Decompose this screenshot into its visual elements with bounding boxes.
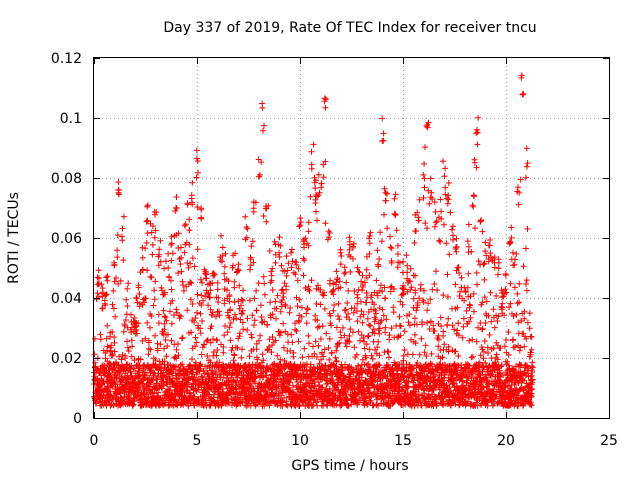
axis-ticks	[94, 58, 610, 419]
y-tick-label: 0.12	[51, 51, 82, 67]
y-tick-label: 0.02	[51, 351, 82, 367]
x-axis-label: GPS time / hours	[291, 458, 408, 474]
y-tick-label: 0.08	[51, 171, 82, 187]
x-tick-labels: 0 5 10 15 20 25	[90, 433, 618, 449]
y-tick-label: 0	[73, 411, 82, 427]
data-points	[90, 72, 536, 409]
y-tick-labels: 0 0.02 0.04 0.06 0.08 0.1 0.12	[51, 51, 82, 427]
x-tick-label: 10	[291, 433, 309, 449]
chart-title: Day 337 of 2019, Rate Of TEC Index for r…	[163, 20, 536, 36]
y-tick-label: 0.04	[51, 291, 82, 307]
grid	[94, 58, 609, 418]
x-tick-label: 20	[497, 433, 515, 449]
x-tick-label: 0	[90, 433, 99, 449]
y-tick-label: 0.06	[51, 231, 82, 247]
y-tick-label: 0.1	[60, 111, 82, 127]
roti-points	[90, 72, 536, 409]
x-tick-label: 5	[193, 433, 202, 449]
plot-frame	[93, 57, 610, 419]
x-tick-label: 25	[600, 433, 618, 449]
y-axis-label: ROTI / TECUs	[6, 192, 22, 284]
x-tick-label: 15	[394, 433, 412, 449]
